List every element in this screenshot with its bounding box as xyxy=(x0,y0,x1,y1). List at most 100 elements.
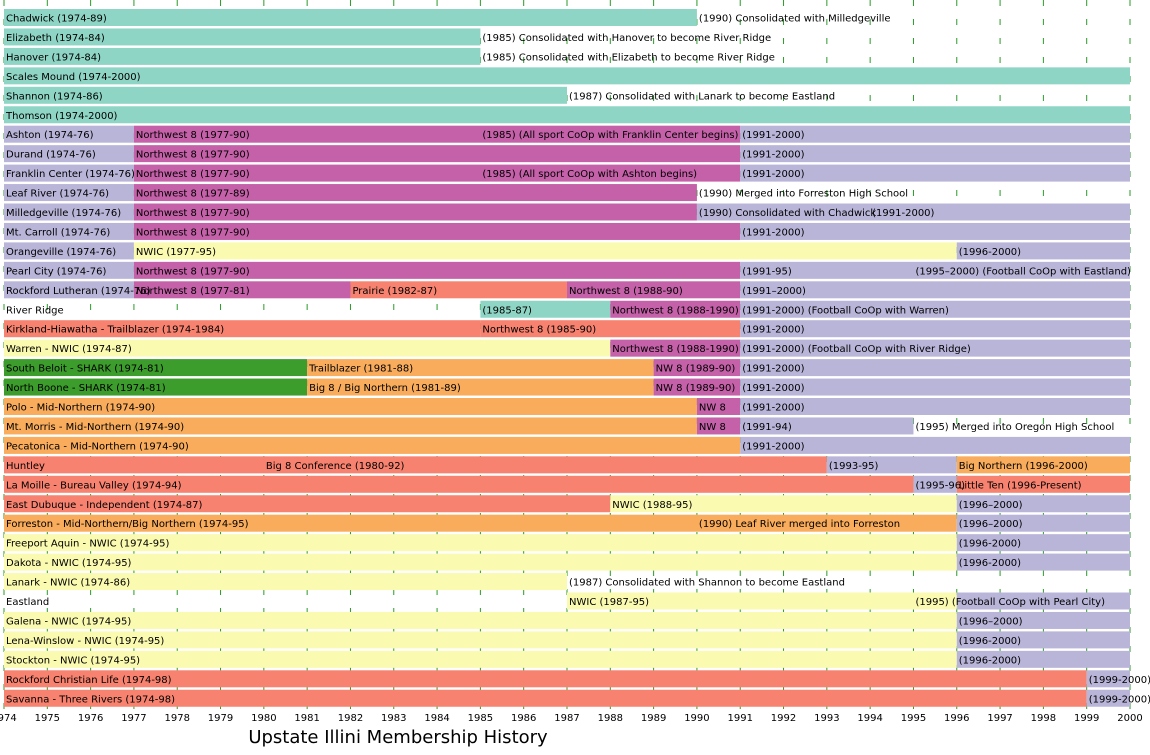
x-tick-label: 1977 xyxy=(121,713,146,724)
x-tick-label: 1999 xyxy=(1074,713,1099,724)
timeline-bar xyxy=(826,456,957,474)
timeline-bar xyxy=(4,106,1130,124)
timeline-bar xyxy=(740,300,1130,318)
timeline-bar xyxy=(307,378,654,396)
timeline-bar xyxy=(4,339,611,357)
bar-label: (1993-95) xyxy=(829,461,879,472)
timeline-bar xyxy=(4,28,481,46)
timeline-bar xyxy=(133,145,741,163)
bar-label: Northwest 8 (1977-90) xyxy=(136,208,250,219)
bar-label: (1996-2000) xyxy=(959,655,1021,666)
x-tick-label: 1992 xyxy=(771,713,796,724)
timeline-bar xyxy=(740,378,1130,396)
timeline-bar xyxy=(4,203,134,221)
bar-label: Forreston - Mid-Northern/Big Northern (1… xyxy=(6,519,249,530)
timeline-bar xyxy=(956,650,1130,668)
timeline-bar xyxy=(740,222,1130,240)
chart-title: Upstate Illini Membership History xyxy=(248,727,548,748)
timeline-bar xyxy=(4,86,567,104)
timeline-bar xyxy=(4,281,134,299)
timeline-bar xyxy=(4,222,134,240)
timeline-bar xyxy=(567,592,957,610)
annotation: (1995) Merged into Oregon High School xyxy=(915,422,1114,433)
bar-label: Pecatonica - Mid-Northern (1974-90) xyxy=(6,441,189,452)
bar-label: Durand (1974-76) xyxy=(6,150,96,161)
timeline-bar xyxy=(696,398,741,415)
x-tick-label: 1979 xyxy=(208,713,233,724)
timeline-bar xyxy=(740,261,1130,279)
annotation: (1985) Consolidated with Elizabeth to be… xyxy=(482,52,774,63)
bar-label: (1991-2000) xyxy=(742,403,804,414)
timeline-bar xyxy=(567,281,741,299)
timeline-bar xyxy=(740,164,1130,182)
bar-label: North Boone - SHARK (1974-81) xyxy=(6,383,166,394)
timeline-bar xyxy=(1086,689,1130,707)
bar-label: Northwest 8 (1988-1990) xyxy=(612,305,739,316)
x-tick-label: 1995 xyxy=(901,713,926,724)
bar-label: (1991-2000) (Football CoOp with Warren) xyxy=(742,305,949,316)
timeline-bar xyxy=(740,320,1130,338)
x-tick-label: 2000 xyxy=(1117,713,1142,724)
bar-label: (1991-2000) xyxy=(742,441,804,452)
bar-label: Lanark - NWIC (1974-86) xyxy=(6,578,130,589)
timeline-bar xyxy=(133,164,741,182)
timeline-bar xyxy=(4,573,567,591)
annotation: Big 8 Conference (1980-92) xyxy=(266,461,405,472)
annotation: Eastland xyxy=(6,597,49,608)
timeline-bar xyxy=(956,475,1130,493)
bar-label: Dakota - NWIC (1974-95) xyxy=(6,558,132,569)
timeline-bar xyxy=(4,475,914,493)
bar-label: Lena-Winslow - NWIC (1974-95) xyxy=(6,636,164,647)
bar-label: Thomson (1974-2000) xyxy=(5,111,118,122)
bar-label: Northwest 8 (1977-90) xyxy=(136,130,250,141)
timeline-bar xyxy=(956,534,1130,552)
bar-label: Milledgeville (1974-76) xyxy=(6,208,121,219)
timeline-bar xyxy=(653,359,741,377)
bar-label: (1991-94) xyxy=(742,422,792,433)
bar-label: (1991-2000) xyxy=(742,325,804,336)
timeline-bar xyxy=(4,553,957,571)
bar-label: Elizabeth (1974-84) xyxy=(6,33,105,44)
bar-label: (1985-87) xyxy=(482,305,532,316)
timeline-bar xyxy=(350,281,567,299)
x-tick-label: 1989 xyxy=(641,713,666,724)
bar-label: (1991-95) xyxy=(742,266,792,277)
x-tick-label: 1986 xyxy=(511,713,536,724)
bar-label: South Beloit - SHARK (1974-81) xyxy=(6,364,164,375)
bar-label: NW 8 (1989-90) xyxy=(656,364,736,375)
bar-label: Little Ten (1996-Present) xyxy=(959,480,1082,491)
bar-label: (1996-2000) xyxy=(959,539,1021,550)
bar-label: (1991-2000) xyxy=(742,227,804,238)
x-tick-label: 1991 xyxy=(728,713,753,724)
bar-label: Prairie (1982-87) xyxy=(352,286,437,297)
timeline-bar xyxy=(653,378,741,396)
timeline-bar xyxy=(4,320,481,338)
bar-label: Northwest 8 (1977-89) xyxy=(136,189,250,200)
bar-label: Hanover (1974-84) xyxy=(6,52,101,63)
timeline-bar xyxy=(956,495,1130,513)
annotation: (1990) Leaf River merged into Forreston xyxy=(699,519,900,530)
bar-label: Galena - NWIC (1974-95) xyxy=(6,616,131,627)
timeline-bar xyxy=(133,242,957,260)
bar-label: (1996–2000) xyxy=(959,500,1023,511)
bar-label: NWIC (1977-95) xyxy=(136,247,216,258)
bar-label: Stockton - NWIC (1974-95) xyxy=(6,655,140,666)
bar-label: Orangeville (1974-76) xyxy=(6,247,116,258)
timeline-bar xyxy=(610,339,741,357)
timeline-bar xyxy=(4,689,1087,707)
bar-label: NW 8 xyxy=(699,403,726,414)
x-tick-label: 1978 xyxy=(165,713,190,724)
bar-label: Northwest 8 (1977-90) xyxy=(136,150,250,161)
timeline-bar xyxy=(740,281,1130,299)
bar-label: Shannon (1974-86) xyxy=(6,91,103,102)
timeline-bar xyxy=(740,145,1130,163)
x-tick-label: 1983 xyxy=(381,713,406,724)
bar-label: (1991-2000) xyxy=(742,150,804,161)
timeline-bar xyxy=(956,456,1130,474)
bar-label: (1995-96) xyxy=(915,480,965,491)
bar-label: (1996-2000) xyxy=(959,636,1021,647)
timeline-bar xyxy=(4,9,697,26)
annotation: (1985) Consolidated with Hanover to beco… xyxy=(482,33,771,44)
timeline-bar xyxy=(740,125,1130,143)
